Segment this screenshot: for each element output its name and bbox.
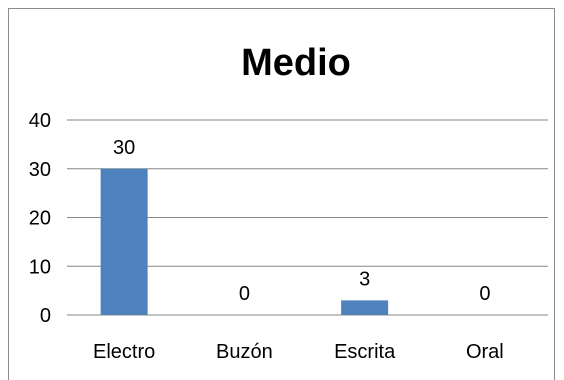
bar-electro bbox=[100, 168, 148, 315]
data-label: 30 bbox=[113, 137, 135, 159]
y-tick-label: 30 bbox=[29, 159, 51, 181]
chart-title: Medio bbox=[241, 42, 351, 84]
category-label: Escrita bbox=[334, 341, 396, 363]
bars bbox=[100, 168, 389, 315]
y-axis-ticks: 0 10 20 30 40 bbox=[29, 110, 51, 327]
category-label: Buzón bbox=[216, 341, 273, 363]
y-tick-label: 0 bbox=[40, 305, 51, 327]
data-label: 0 bbox=[479, 283, 490, 305]
y-tick-label: 10 bbox=[29, 256, 51, 278]
y-tick-label: 20 bbox=[29, 208, 51, 230]
data-label: 3 bbox=[359, 268, 370, 290]
data-label: 0 bbox=[239, 283, 250, 305]
chart-frame bbox=[8, 8, 555, 380]
y-tick-label: 40 bbox=[29, 110, 51, 132]
category-label: Oral bbox=[466, 341, 504, 363]
category-label: Electro bbox=[93, 341, 155, 363]
category-labels: Electro Buzón Escrita Oral bbox=[93, 341, 504, 363]
bar-escrita bbox=[341, 300, 389, 315]
